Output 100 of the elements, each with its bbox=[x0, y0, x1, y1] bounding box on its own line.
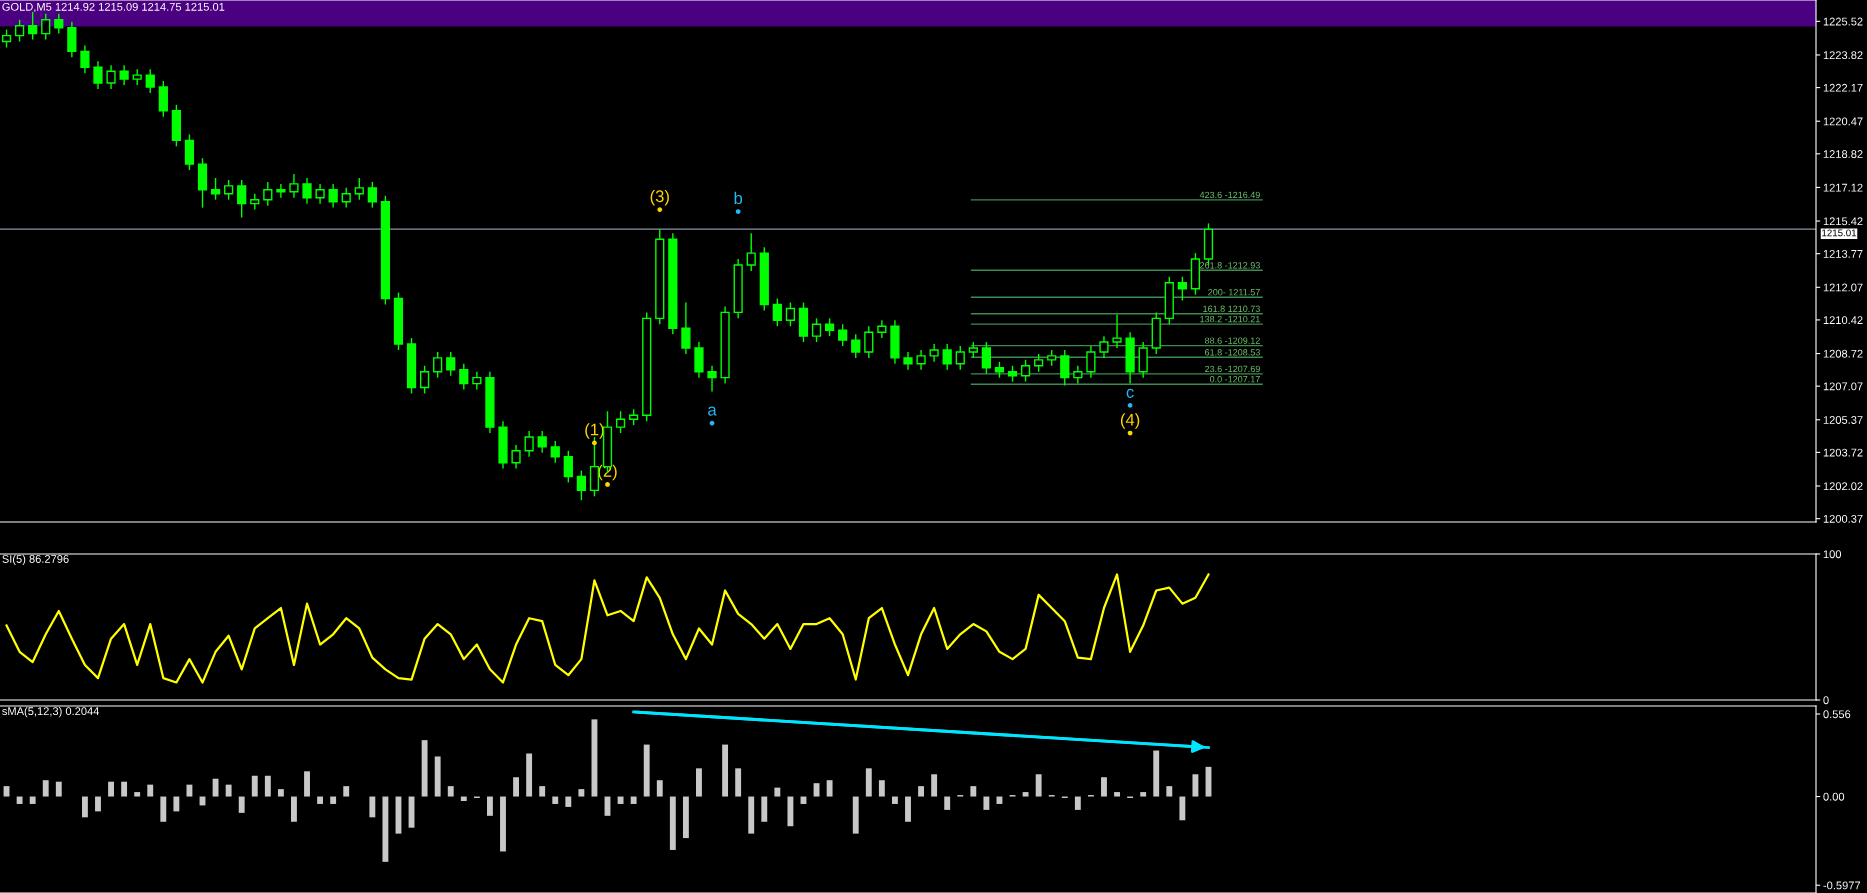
candlestick bbox=[93, 60, 103, 90]
bar bbox=[304, 771, 310, 797]
bar bbox=[983, 796, 990, 810]
y-tick-label: 1203.72 bbox=[1823, 448, 1863, 457]
candlestick bbox=[537, 430, 547, 454]
bar bbox=[735, 768, 742, 797]
candlestick bbox=[576, 469, 586, 501]
bar bbox=[55, 781, 62, 797]
candlestick bbox=[694, 341, 704, 379]
candlestick bbox=[80, 44, 90, 74]
series-label: (4) bbox=[1120, 413, 1140, 429]
bar bbox=[630, 796, 637, 804]
bar bbox=[317, 796, 324, 804]
y-tick-label: 1200.37 bbox=[1823, 514, 1863, 523]
candlestick bbox=[276, 183, 286, 199]
point bbox=[735, 209, 741, 214]
candlestick bbox=[237, 179, 247, 219]
candlestick bbox=[41, 13, 51, 41]
candlestick bbox=[563, 450, 573, 484]
candlestick bbox=[341, 187, 351, 209]
bar bbox=[1022, 792, 1029, 797]
y-tick-label: 100 bbox=[1823, 550, 1842, 559]
point bbox=[709, 420, 715, 426]
candlestick bbox=[145, 68, 155, 94]
point bbox=[657, 207, 663, 212]
y-tick-label: 1205.37 bbox=[1823, 416, 1863, 424]
candlestick bbox=[210, 177, 221, 201]
candlestick bbox=[772, 297, 782, 327]
bar bbox=[238, 796, 245, 813]
y-tick-label: 1222.17 bbox=[1823, 83, 1863, 92]
line-series bbox=[5, 573, 1210, 684]
candlestick bbox=[419, 365, 430, 395]
bar bbox=[421, 740, 428, 797]
y-tick-label: 1212.07 bbox=[1823, 283, 1863, 292]
bar bbox=[212, 778, 219, 797]
bar bbox=[95, 796, 101, 812]
point bbox=[605, 482, 610, 487]
candlestick bbox=[433, 351, 443, 379]
bar bbox=[552, 796, 559, 804]
y-tick-label: 1210.42 bbox=[1823, 316, 1863, 325]
bar bbox=[878, 780, 885, 797]
bar bbox=[1153, 750, 1160, 797]
candlestick bbox=[981, 341, 992, 375]
series-label: b bbox=[734, 191, 743, 205]
bar bbox=[382, 796, 389, 862]
candlestick bbox=[263, 181, 273, 207]
bar bbox=[291, 796, 297, 822]
candlestick bbox=[864, 325, 874, 359]
bar bbox=[147, 784, 154, 797]
candlestick bbox=[367, 181, 377, 209]
candlestick bbox=[119, 64, 129, 86]
chart-title: sMA(5,12,3) 0.2044 bbox=[2, 706, 100, 718]
bar bbox=[643, 744, 650, 797]
candlestick bbox=[328, 183, 338, 209]
bar bbox=[787, 796, 794, 827]
candlestick bbox=[459, 363, 469, 391]
bar bbox=[16, 796, 23, 804]
bar bbox=[865, 768, 872, 797]
bar bbox=[905, 796, 911, 822]
chart-title: GOLD,M5 1214.92 1215.09 1214.75 1215.01 bbox=[2, 2, 225, 13]
bar bbox=[565, 796, 572, 807]
bar bbox=[513, 777, 519, 797]
bar bbox=[970, 786, 977, 797]
bar bbox=[108, 781, 114, 797]
candlestick bbox=[1086, 345, 1096, 379]
bar bbox=[682, 796, 689, 839]
candlestick bbox=[1112, 313, 1122, 349]
candlestick bbox=[132, 68, 142, 86]
bar bbox=[160, 796, 167, 822]
y-tick-label: 0.00 bbox=[1823, 792, 1845, 801]
bar bbox=[761, 796, 768, 822]
annotation: 138.2 -1210.21 bbox=[1200, 315, 1260, 323]
y-tick-label: 1207.07 bbox=[1823, 382, 1863, 391]
annotation: 88.6 -1209.12 bbox=[1204, 337, 1260, 344]
candlestick bbox=[511, 444, 521, 470]
bar bbox=[343, 786, 350, 797]
series-label: (3) bbox=[650, 189, 669, 206]
bar bbox=[1114, 792, 1120, 797]
candlestick bbox=[955, 345, 965, 371]
bar bbox=[1192, 774, 1199, 797]
candlestick bbox=[707, 365, 717, 393]
annotation: 200- 1211.57 bbox=[1208, 289, 1260, 296]
bar bbox=[251, 775, 258, 797]
bar bbox=[29, 796, 36, 804]
bar bbox=[81, 796, 88, 818]
annotation: 423.6 -1216.49 bbox=[1199, 191, 1260, 199]
y-tick-label: 1223.82 bbox=[1823, 51, 1863, 60]
candlestick bbox=[67, 21, 77, 59]
annotation: 61.8 -1208.53 bbox=[1205, 349, 1260, 356]
point bbox=[1127, 402, 1133, 408]
annotation: 23.6 -1207.69 bbox=[1205, 365, 1260, 373]
bar bbox=[918, 786, 924, 797]
bar bbox=[1101, 777, 1107, 797]
candlestick bbox=[315, 183, 325, 205]
candlestick bbox=[184, 133, 195, 171]
bar bbox=[330, 796, 337, 804]
point bbox=[592, 440, 597, 446]
candlestick bbox=[524, 430, 534, 458]
bar bbox=[447, 786, 454, 797]
bar bbox=[134, 792, 141, 797]
